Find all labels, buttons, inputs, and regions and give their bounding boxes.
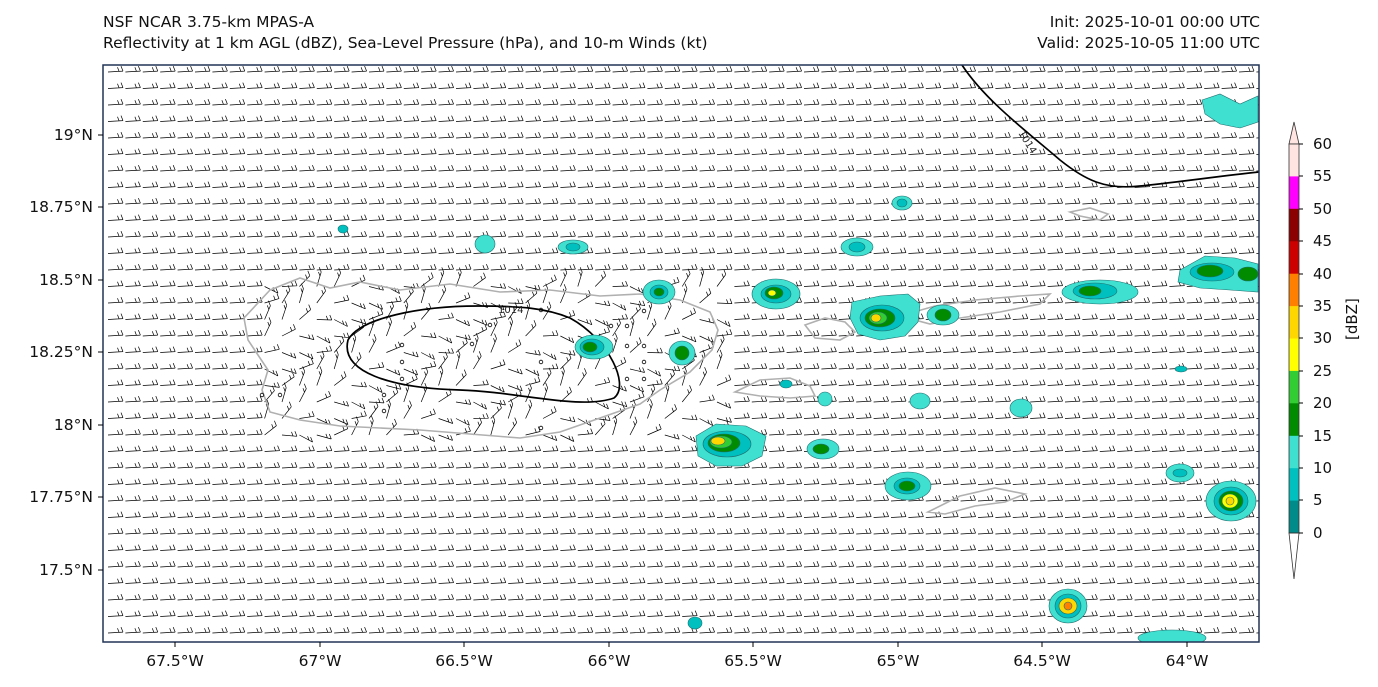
colorbar-swatch (1289, 176, 1299, 210)
cell-far-ne (1201, 93, 1259, 129)
isobar-1014-puerto-rico (346, 305, 621, 403)
colorbar-swatch (1289, 306, 1299, 339)
cell-342-228 (337, 224, 349, 234)
reflectivity-cells (337, 93, 1259, 642)
colorbar-swatch (1289, 273, 1299, 307)
cell-1231-501 (1205, 480, 1257, 522)
lat-label-17-5: 17.5°N (39, 561, 93, 579)
cell-726-443 (695, 423, 767, 467)
isobar-1014-northeast (961, 65, 1259, 188)
colorbar-tick-20: 20 (1313, 394, 1333, 412)
culebra-coastline (803, 317, 857, 341)
colorbar-tick-30: 30 (1313, 329, 1333, 347)
header-left: NSF NCAR 3.75-km MPAS-A Reflectivity at … (103, 12, 708, 54)
colorbar-bottom-extend (1288, 532, 1300, 580)
colorbar-swatches (1289, 144, 1299, 534)
colorbar-tick-50: 50 (1313, 200, 1333, 218)
cell-776-293 (751, 278, 801, 310)
colorbar-tick-60: 60 (1313, 135, 1333, 153)
cell-659-292 (642, 279, 676, 305)
lat-label-19: 19°N (53, 126, 93, 144)
colorbar-tick-40: 40 (1313, 265, 1333, 283)
cell-920-401 (909, 392, 931, 410)
cell-594-347 (574, 334, 614, 360)
cell-1068-605 (1048, 588, 1088, 624)
anegada-coastline (1067, 207, 1110, 221)
cell-907-485 (884, 471, 932, 501)
lon-label-67-5: 67.5°W (146, 652, 204, 670)
isobar-label-1: 1014 (498, 305, 523, 316)
init-time: Init: 2025-10-01 00:00 UTC (1049, 13, 1260, 31)
cell-695-623 (687, 616, 703, 630)
wind-barb-field (107, 65, 1259, 634)
lat-label-17-75: 17.75°N (29, 488, 93, 506)
model-title: NSF NCAR 3.75-km MPAS-A (103, 13, 315, 31)
colorbar-swatch (1289, 241, 1299, 275)
lon-label-66: 66°W (587, 652, 631, 670)
colorbar-swatch (1289, 403, 1299, 437)
lon-label-64-5: 64.5°W (1013, 652, 1071, 670)
cell-882-315 (849, 293, 921, 341)
cell-1180-472 (1165, 463, 1195, 483)
valid-time: Valid: 2025-10-05 11:00 UTC (1037, 34, 1260, 52)
colorbar-title: [dBZ] (1343, 298, 1361, 340)
isobars (346, 65, 1259, 403)
colorbar-swatch (1289, 468, 1299, 502)
cell-1181-369 (1174, 365, 1188, 373)
colorbar-tick-25: 25 (1313, 362, 1333, 380)
cell-682-352 (668, 340, 696, 366)
cell-1170-636 (1137, 629, 1207, 642)
colorbar-swatch (1289, 500, 1299, 534)
cell-857-247 (840, 237, 874, 257)
cell-864-202 (891, 195, 913, 211)
cell-1088-291 (1061, 279, 1139, 305)
fields-title: Reflectivity at 1 km AGL (dBZ), Sea-Leve… (103, 34, 708, 52)
colorbar-swatch (1289, 370, 1299, 404)
cell-1215-271 (1177, 255, 1259, 293)
cell-823-449 (806, 438, 840, 460)
puerto-rico-coastline (243, 277, 719, 439)
colorbar-tick-35: 35 (1313, 297, 1333, 315)
colorbar-tick-55: 55 (1313, 167, 1333, 185)
cell-1021-408 (1009, 398, 1033, 418)
lon-ticks (174, 642, 1188, 647)
colorbar (1288, 121, 1303, 580)
lon-label-64: 64°W (1165, 652, 1209, 670)
lon-label-65: 65°W (876, 652, 920, 670)
colorbar-tick-5: 5 (1313, 491, 1323, 509)
colorbar-swatch (1289, 435, 1299, 469)
cell-786-384 (779, 379, 793, 389)
lat-label-18: 18°N (53, 416, 93, 434)
lat-label-18-75: 18.75°N (29, 198, 93, 216)
colorbar-top-extend (1288, 121, 1300, 145)
lon-label-67: 67°W (298, 652, 342, 670)
colorbar-swatch (1289, 144, 1299, 177)
cell-573-246 (557, 239, 589, 255)
cell-825-398 (817, 391, 833, 407)
lat-label-18-25: 18.25°N (29, 343, 93, 361)
vieques-coastline (732, 377, 817, 399)
calm-wind-circles (259, 307, 647, 431)
lat-ticks (98, 134, 103, 571)
colorbar-swatch (1289, 208, 1299, 242)
st-croix-coastline (925, 487, 1028, 515)
cell-943-315 (926, 304, 960, 326)
colorbar-tick-15: 15 (1313, 427, 1333, 445)
lon-label-65-5: 65.5°W (724, 652, 782, 670)
map-frame (102, 64, 1260, 643)
colorbar-tick-45: 45 (1313, 232, 1333, 250)
colorbar-swatch (1289, 338, 1299, 372)
colorbar-tick-0: 0 (1313, 524, 1323, 542)
header-right: Init: 2025-10-01 00:00 UTC Valid: 2025-1… (1037, 12, 1260, 54)
cell-485-243 (474, 234, 496, 254)
lat-label-18-5: 18.5°N (39, 271, 93, 289)
colorbar-tick-10: 10 (1313, 459, 1333, 477)
lon-label-66-5: 66.5°W (435, 652, 493, 670)
wind-barbs (107, 65, 1259, 634)
